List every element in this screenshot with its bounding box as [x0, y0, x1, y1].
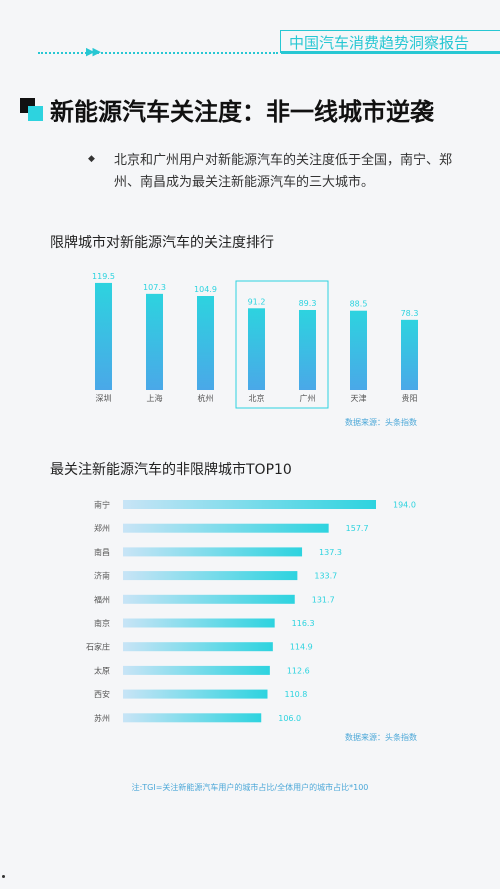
value-label: 157.7: [346, 524, 369, 533]
bar-北京: [248, 308, 265, 390]
category-label: 广州: [300, 393, 316, 403]
category-label: 贵阳: [402, 393, 418, 403]
header-arrow-icon: ▶▶: [86, 45, 101, 58]
bar-南昌: [123, 547, 303, 557]
value-label: 112.6: [287, 666, 310, 675]
value-label: 89.3: [299, 299, 317, 308]
value-label: 104.9: [194, 285, 217, 294]
bullet-diamond-icon: ◆: [88, 154, 95, 164]
bar-苏州: [123, 713, 262, 723]
chart1-title: 限牌城市对新能源汽车的关注度排行: [50, 235, 274, 251]
page-dot: [2, 875, 5, 878]
category-label: 南宁: [94, 500, 110, 510]
bar-福州: [123, 594, 295, 604]
value-label: 116.3: [292, 619, 315, 628]
footnote: 注:TGI=关注新能源汽车用户的城市占比/全体用户的城市占比*100: [131, 783, 369, 792]
bar-西安: [123, 689, 268, 699]
value-label: 107.3: [143, 283, 166, 292]
bar-上海: [146, 293, 163, 390]
value-label: 137.3: [319, 548, 342, 557]
intro-text: 北京和广州用户对新能源汽车的关注度低于全国，南宁、郑州、南昌成为最关注新能源汽车…: [114, 153, 453, 190]
category-label: 杭州: [198, 393, 214, 403]
category-label: 南京: [94, 618, 110, 628]
category-label: 南昌: [94, 547, 110, 557]
value-label: 110.8: [284, 690, 307, 699]
chart1-source: 数据来源：头条指数: [345, 418, 417, 427]
title-squares-icon: [20, 98, 44, 122]
bar-南宁: [123, 500, 376, 509]
header-tab-underline: [281, 51, 500, 54]
category-label: 上海: [147, 393, 163, 403]
bar-广州: [299, 309, 316, 390]
category-label: 西安: [94, 689, 110, 699]
cyan-square: [28, 106, 43, 121]
bar-杭州: [197, 296, 214, 390]
category-label: 郑州: [94, 523, 110, 533]
page-title: 新能源汽车关注度：非一线城市逆袭: [50, 98, 434, 126]
value-label: 131.7: [312, 595, 335, 604]
category-label: 北京: [249, 393, 265, 403]
category-label: 深圳: [96, 393, 112, 403]
bar-郑州: [123, 523, 329, 533]
category-label: 石家庄: [86, 642, 110, 652]
value-label: 133.7: [314, 572, 337, 581]
chart2-source: 数据来源：头条指数: [345, 733, 417, 742]
value-label: 78.3: [401, 309, 419, 318]
value-label: 91.2: [248, 297, 266, 306]
highlight-box: [235, 280, 329, 409]
bar-深圳: [95, 282, 112, 390]
header-tab: 中国汽车消费趋势洞察报告: [280, 30, 500, 54]
bar-贵阳: [401, 319, 418, 390]
top10-cities-bar-chart: 南宁 194.0 郑州 157.7 南昌 137.3 济南 133.7 福州 131.7 南京 116…: [86, 500, 416, 723]
category-label: 天津: [351, 393, 367, 403]
header-dotted-line: [38, 52, 278, 54]
category-label: 苏州: [94, 713, 110, 723]
value-label: 106.0: [278, 714, 301, 723]
chart2-title: 最关注新能源汽车的非限牌城市TOP10: [50, 462, 292, 478]
bar-济南: [123, 571, 298, 581]
bar-太原: [123, 665, 270, 675]
bar-天津: [350, 310, 367, 390]
category-label: 福州: [94, 595, 110, 604]
value-label: 88.5: [350, 300, 368, 309]
restricted-cities-bar-chart: 119.5 深圳 107.3 上海 104.9 杭州 91.2 北京 89.3 广州 88.5 天津 7…: [92, 272, 419, 409]
report-title: 中国汽车消费趋势洞察报告: [289, 34, 470, 52]
category-label: 太原: [94, 665, 110, 675]
bar-石家庄: [123, 642, 273, 652]
value-label: 194.0: [393, 501, 416, 510]
value-label: 114.9: [290, 643, 313, 652]
value-label: 119.5: [92, 272, 115, 281]
bar-南京: [123, 618, 275, 628]
category-label: 济南: [94, 571, 110, 581]
